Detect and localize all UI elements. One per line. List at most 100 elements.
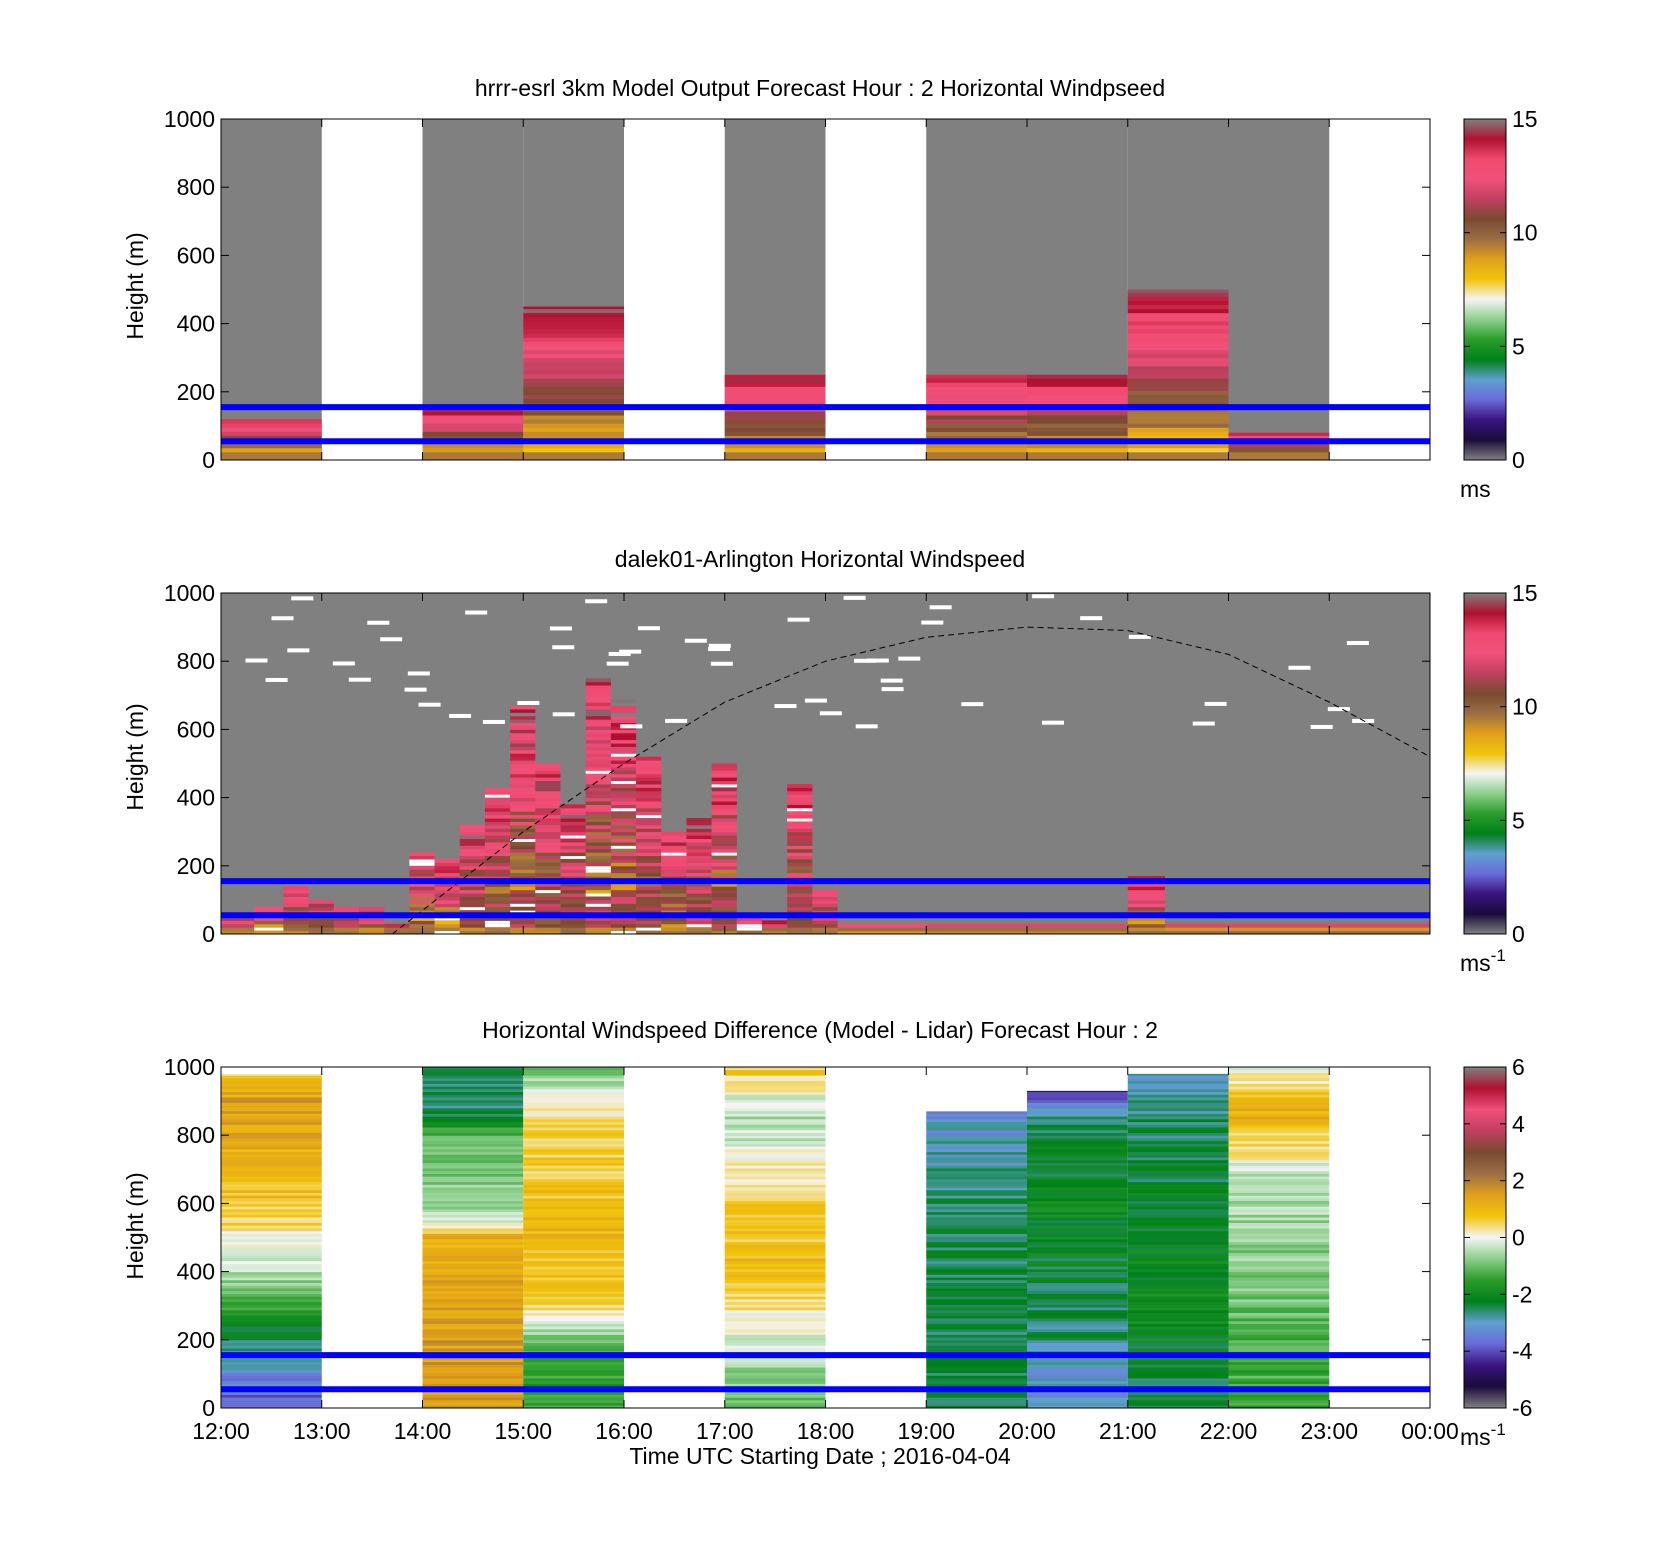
difference-cell (422, 1236, 524, 1240)
windspeed-cell (221, 916, 255, 921)
difference-cell (422, 1162, 524, 1166)
windspeed-cell (762, 927, 788, 932)
difference-cell (523, 1189, 624, 1193)
difference-cell (1027, 1334, 1128, 1338)
windspeed-cell (585, 852, 611, 857)
difference-cell (1027, 1113, 1128, 1117)
difference-cell (523, 1274, 624, 1278)
difference-cell (422, 1252, 524, 1256)
difference-cell (1027, 1181, 1128, 1185)
difference-cell (422, 1260, 524, 1264)
difference-cell (422, 1377, 524, 1382)
difference-cell (523, 1383, 624, 1387)
difference-cell (523, 1121, 624, 1125)
windspeed-cell (510, 804, 536, 809)
difference-cell (1127, 1107, 1229, 1112)
difference-cell (724, 1391, 826, 1395)
windspeed-cell (535, 766, 561, 771)
difference-cell (422, 1200, 524, 1204)
difference-cell (523, 1339, 624, 1344)
windspeed-cell (711, 930, 737, 935)
difference-cell (724, 1337, 826, 1341)
colorbar-gradient (1463, 592, 1507, 935)
windspeed-cell (523, 369, 624, 375)
difference-cell (724, 1225, 826, 1229)
difference-cell (523, 1391, 624, 1395)
difference-cell (1027, 1233, 1128, 1237)
windspeed-cell (610, 736, 637, 741)
difference-cell (523, 1271, 624, 1275)
windspeed-cell (359, 920, 385, 925)
difference-cell (422, 1285, 524, 1289)
windspeed-cell (523, 329, 624, 334)
difference-cell (724, 1241, 826, 1245)
windspeed-cell (1228, 451, 1330, 457)
difference-cell (926, 1165, 1027, 1169)
difference-cell (1127, 1105, 1229, 1109)
windspeed-cell (484, 906, 511, 911)
y-tick-label: 600 (177, 242, 215, 268)
windspeed-cell (610, 858, 637, 863)
difference-cell (221, 1361, 322, 1365)
difference-cell (1027, 1380, 1128, 1384)
difference-cell (1027, 1189, 1128, 1193)
difference-cell (1228, 1342, 1330, 1346)
difference-cell (1127, 1217, 1229, 1221)
windspeed-cell (610, 698, 637, 703)
windspeed-cell (1027, 435, 1128, 441)
difference-cell (422, 1268, 524, 1273)
windspeed-cell (585, 821, 611, 826)
windspeed-cell (711, 814, 737, 819)
windspeed-cell (308, 910, 334, 915)
windspeed-cell (1027, 398, 1128, 404)
windspeed-cell (523, 390, 624, 396)
windspeed-cell (610, 804, 637, 809)
windspeed-cell (1127, 435, 1229, 441)
difference-cell (1228, 1274, 1330, 1278)
difference-cell (1228, 1167, 1330, 1172)
difference-cell (1228, 1304, 1330, 1308)
difference-cell (1127, 1238, 1229, 1243)
difference-cell (1027, 1135, 1128, 1139)
difference-cell (422, 1358, 524, 1363)
windspeed-cell (523, 447, 624, 453)
difference-cell (724, 1293, 826, 1297)
windspeed-cell (636, 876, 662, 880)
difference-cell (523, 1094, 624, 1098)
windspeed-cell (636, 916, 662, 921)
windspeed-cell (585, 702, 611, 707)
no-data-cell (1192, 721, 1215, 726)
windspeed-cell (535, 773, 561, 778)
difference-cell (523, 1277, 624, 1281)
windspeed-cell (1127, 341, 1229, 346)
windspeed-cell (711, 910, 737, 915)
windspeed-cell (711, 811, 737, 816)
difference-cell (724, 1277, 826, 1281)
windspeed-cell (221, 447, 322, 453)
windspeed-cell (636, 855, 662, 860)
difference-cell (724, 1238, 826, 1243)
windspeed-cell (560, 824, 586, 829)
difference-cell (926, 1372, 1027, 1376)
difference-cell (523, 1206, 624, 1210)
windspeed-cell (560, 906, 586, 911)
difference-cell (1228, 1380, 1330, 1384)
difference-cell (1127, 1097, 1229, 1101)
windspeed-cell (523, 365, 624, 371)
windspeed-cell (484, 896, 511, 901)
difference-cell (1027, 1266, 1128, 1270)
windspeed-cell (787, 882, 813, 887)
difference-cell (1228, 1154, 1330, 1158)
difference-cell (724, 1345, 826, 1349)
windspeed-cell (1127, 903, 1166, 908)
difference-cell (1127, 1391, 1229, 1395)
windspeed-cell (686, 831, 712, 836)
difference-cell (1228, 1347, 1330, 1352)
no-data-cell (465, 610, 488, 615)
difference-cell (724, 1217, 826, 1221)
difference-cell (1228, 1195, 1330, 1199)
difference-cell (1127, 1189, 1229, 1193)
windspeed-cell (1027, 419, 1128, 424)
y-axis-label: Height (m) (122, 703, 148, 810)
difference-cell (1127, 1219, 1229, 1223)
